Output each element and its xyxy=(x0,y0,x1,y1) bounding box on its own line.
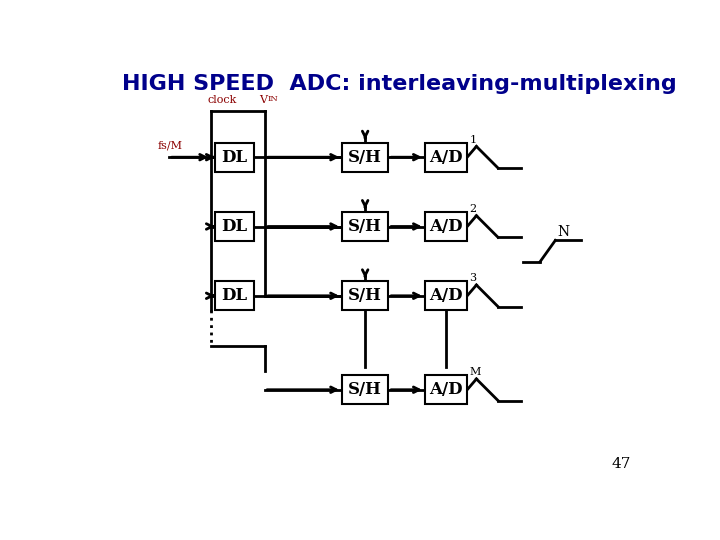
Bar xyxy=(425,375,467,404)
Text: DL: DL xyxy=(221,287,247,305)
Text: DL: DL xyxy=(221,148,247,166)
Bar xyxy=(215,281,253,310)
Text: S/H: S/H xyxy=(348,148,382,166)
Text: S/H: S/H xyxy=(348,218,382,235)
Text: A/D: A/D xyxy=(429,218,463,235)
Text: HIGH SPEED  ADC: interleaving-multiplexing: HIGH SPEED ADC: interleaving-multiplexin… xyxy=(122,74,678,94)
Text: A/D: A/D xyxy=(429,381,463,398)
Text: DL: DL xyxy=(221,218,247,235)
Text: S/H: S/H xyxy=(348,381,382,398)
Text: S/H: S/H xyxy=(348,287,382,305)
Text: V: V xyxy=(259,95,267,105)
Text: M: M xyxy=(469,367,481,377)
Bar xyxy=(425,143,467,172)
Text: fs/M: fs/M xyxy=(157,140,182,151)
Bar xyxy=(342,281,388,310)
Bar xyxy=(342,375,388,404)
Text: 47: 47 xyxy=(611,457,631,471)
Text: N: N xyxy=(557,225,569,239)
Text: clock: clock xyxy=(207,95,237,105)
Text: 2: 2 xyxy=(469,204,477,214)
Text: IN: IN xyxy=(267,95,278,103)
Text: A/D: A/D xyxy=(429,287,463,305)
Bar xyxy=(425,212,467,241)
Bar xyxy=(215,212,253,241)
Bar xyxy=(425,281,467,310)
Text: 3: 3 xyxy=(469,273,477,284)
Bar xyxy=(342,143,388,172)
Bar xyxy=(342,212,388,241)
Text: 1: 1 xyxy=(469,135,477,145)
Text: A/D: A/D xyxy=(429,148,463,166)
Bar xyxy=(215,143,253,172)
